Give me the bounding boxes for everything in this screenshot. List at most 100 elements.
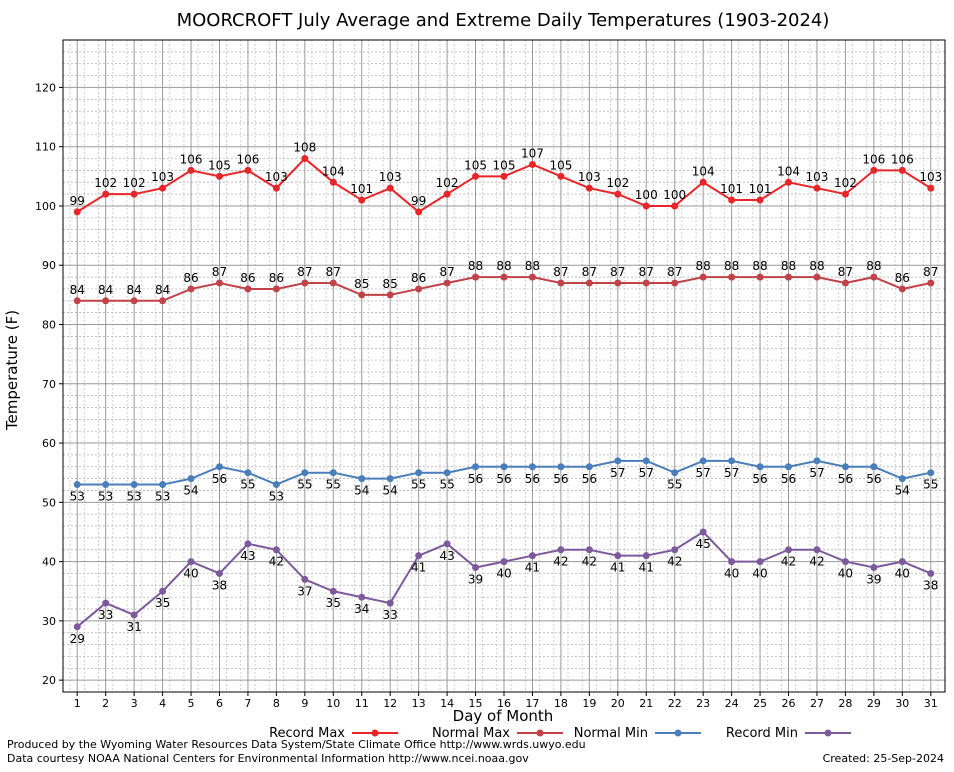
record-max-point (728, 196, 736, 204)
record-max-data-label: 100 (635, 188, 658, 202)
record-max-data-label: 101 (350, 182, 373, 196)
y-tick-label: 110 (35, 141, 56, 154)
record-min-point (73, 623, 81, 631)
x-tick-label: 21 (639, 697, 653, 710)
normal-max-point (386, 291, 394, 299)
normal-min-data-label: 55 (667, 478, 682, 492)
record-max-data-label: 102 (94, 176, 117, 190)
normal-min-data-label: 56 (553, 472, 568, 486)
normal-min-point (728, 457, 736, 465)
record-max-data-label: 103 (265, 170, 288, 184)
record-max-point (102, 190, 110, 198)
record-min-data-label: 43 (439, 549, 454, 563)
record-max-point (557, 172, 565, 180)
record-max-point (642, 202, 650, 210)
y-tick-label: 40 (42, 556, 56, 569)
record-max-data-label: 101 (749, 182, 772, 196)
record-max-point (215, 172, 223, 180)
legend-label-normal-max: Normal Max (432, 726, 510, 741)
normal-max-point (73, 297, 81, 305)
normal-min-point (130, 481, 138, 489)
x-tick-label: 25 (753, 697, 767, 710)
x-tick-label: 23 (696, 697, 710, 710)
normal-max-point (870, 273, 878, 281)
normal-min-data-label: 55 (297, 478, 312, 492)
record-min-data-label: 39 (866, 573, 881, 587)
normal-max-data-label: 87 (582, 265, 597, 279)
normal-min-data-label: 53 (98, 490, 113, 504)
normal-max-point (443, 279, 451, 287)
record-max-data-label: 103 (919, 170, 942, 184)
record-max-point (500, 172, 508, 180)
normal-min-point (358, 475, 366, 483)
record-max-data-label: 106 (236, 152, 259, 166)
x-tick-label: 29 (867, 697, 881, 710)
y-tick-label: 20 (42, 674, 56, 687)
normal-min-data-label: 53 (155, 490, 170, 504)
normal-min-data-label: 56 (582, 472, 597, 486)
record-max-data-label: 104 (692, 164, 715, 178)
normal-min-point (614, 457, 622, 465)
x-tick-label: 5 (188, 697, 195, 710)
normal-min-data-label: 53 (269, 490, 284, 504)
normal-max-data-label: 88 (809, 259, 824, 273)
record-min-data-label: 34 (354, 602, 369, 616)
normal-min-point (756, 463, 764, 471)
normal-max-data-label: 86 (183, 271, 198, 285)
record-min-point (870, 564, 878, 572)
x-tick-label: 8 (273, 697, 280, 710)
x-tick-label: 30 (895, 697, 909, 710)
x-tick-label: 9 (301, 697, 308, 710)
y-tick-label: 80 (42, 319, 56, 332)
record-max-point (614, 190, 622, 198)
legend-marker-normal-min (674, 729, 682, 737)
footer-created-date: Created: 25-Sep-2024 (823, 752, 944, 765)
normal-max-point (329, 279, 337, 287)
normal-max-point (585, 279, 593, 287)
y-tick-label: 30 (42, 615, 56, 628)
normal-max-data-label: 87 (297, 265, 312, 279)
record-min-data-label: 38 (212, 578, 227, 592)
normal-min-data-label: 55 (411, 478, 426, 492)
x-tick-label: 20 (611, 697, 625, 710)
normal-max-point (642, 279, 650, 287)
normal-max-data-label: 88 (724, 259, 739, 273)
record-min-point (301, 575, 309, 583)
record-min-data-label: 41 (610, 561, 625, 575)
normal-min-data-label: 55 (923, 478, 938, 492)
normal-max-data-label: 88 (525, 259, 540, 273)
x-tick-label: 16 (497, 697, 511, 710)
x-tick-label: 4 (159, 697, 166, 710)
data-labels: 99 102 102 103 106 105 106 103 108 104 101 103 99 102… (70, 141, 943, 646)
normal-min-point (585, 463, 593, 471)
record-max-data-label: 101 (720, 182, 743, 196)
normal-max-data-label: 84 (155, 283, 170, 297)
record-max-point (528, 160, 536, 168)
normal-min-point (73, 481, 81, 489)
record-min-data-label: 40 (838, 567, 853, 581)
normal-min-data-label: 53 (70, 490, 85, 504)
normal-min-data-label: 56 (525, 472, 540, 486)
record-max-data-label: 104 (322, 164, 345, 178)
x-tick-label: 17 (525, 697, 539, 710)
normal-min-data-label: 57 (696, 466, 711, 480)
record-min-point (215, 569, 223, 577)
y-tick-label: 90 (42, 259, 56, 272)
record-max-data-label: 106 (891, 152, 914, 166)
normal-max-data-label: 84 (126, 283, 141, 297)
normal-min-point (841, 463, 849, 471)
record-max-point (358, 196, 366, 204)
x-tick-label: 28 (838, 697, 852, 710)
normal-max-data-label: 84 (70, 283, 85, 297)
record-min-point (472, 564, 480, 572)
normal-max-data-label: 88 (496, 259, 511, 273)
record-min-point (187, 558, 195, 566)
normal-max-data-label: 85 (383, 277, 398, 291)
record-min-point (159, 587, 167, 595)
record-min-data-label: 40 (496, 567, 511, 581)
normal-min-data-label: 57 (639, 466, 654, 480)
record-min-point (785, 546, 793, 554)
legend-label-record-max: Record Max (269, 726, 345, 741)
record-max-point (159, 184, 167, 192)
normal-max-point (500, 273, 508, 281)
